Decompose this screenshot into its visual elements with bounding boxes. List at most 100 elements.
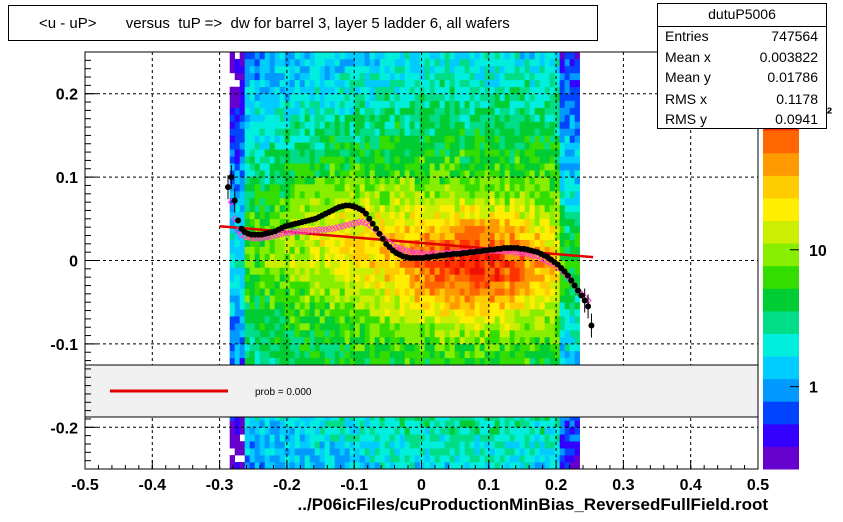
heatmap-cell — [374, 52, 380, 60]
heatmap-cell — [339, 441, 345, 449]
heatmap-cell — [369, 316, 375, 324]
heatmap-cell — [494, 79, 500, 88]
heatmap-cell — [294, 330, 300, 338]
heatmap-cell — [229, 323, 235, 331]
heatmap-cell — [454, 336, 460, 345]
heatmap-cell — [454, 441, 460, 449]
heatmap-cell — [394, 323, 400, 331]
heatmap-cell — [399, 191, 405, 199]
heatmap-cell — [319, 93, 325, 101]
heatmap-cell — [449, 288, 455, 296]
heatmap-cell — [234, 323, 240, 331]
heatmap-cell — [399, 156, 405, 164]
heatmap-cell — [364, 357, 370, 366]
heatmap-cell — [304, 420, 310, 428]
heatmap-cell — [389, 114, 395, 122]
heatmap-cell — [484, 142, 490, 150]
heatmap-cell — [534, 316, 540, 324]
heatmap-cell — [229, 253, 235, 261]
heatmap-cell — [379, 156, 385, 164]
heatmap-cell — [239, 441, 245, 449]
heatmap-cell — [329, 65, 335, 74]
heatmap-cell — [449, 448, 455, 456]
heatmap-cell — [289, 350, 295, 359]
heatmap-cell — [539, 65, 545, 74]
heatmap-cell — [454, 343, 460, 352]
heatmap-cell — [419, 246, 425, 254]
heatmap-cell — [519, 191, 525, 199]
heatmap-cell — [574, 350, 580, 359]
heatmap-cell — [404, 170, 410, 178]
heatmap-cell — [394, 232, 400, 240]
stats-row-rms-y: RMS y 0.0941 — [665, 111, 818, 131]
heatmap-cell — [439, 114, 445, 122]
heatmap-cell — [389, 302, 395, 310]
heatmap-cell — [359, 427, 365, 435]
stats-name: dutuP5006 — [708, 6, 776, 22]
heatmap-cell — [539, 309, 545, 317]
heatmap-cell — [574, 218, 580, 227]
heatmap-cell — [354, 357, 360, 366]
heatmap-cell — [364, 128, 370, 136]
heatmap-cell — [439, 107, 445, 115]
heatmap-cell — [359, 253, 365, 261]
heatmap-cell — [459, 121, 465, 129]
heatmap-cell — [369, 93, 375, 101]
heatmap-cell — [529, 149, 535, 157]
heatmap-cell — [539, 86, 545, 94]
heatmap-cell — [449, 441, 455, 449]
heatmap-cell — [539, 121, 545, 129]
heatmap-cell — [234, 58, 240, 67]
heatmap-cell — [569, 427, 575, 435]
heatmap-cell — [559, 52, 565, 60]
heatmap-cell — [344, 100, 350, 108]
heatmap-cell — [394, 52, 400, 60]
heatmap-cell — [339, 274, 345, 282]
heatmap-cell — [309, 79, 315, 88]
heatmap-cell — [294, 149, 300, 157]
heatmap-cell — [349, 239, 355, 247]
heatmap-cell — [244, 128, 250, 136]
heatmap-cell — [369, 302, 375, 310]
heatmap-cell — [339, 330, 345, 338]
heatmap-cell — [324, 58, 330, 67]
heatmap-cell — [414, 350, 420, 359]
heatmap-cell — [294, 156, 300, 164]
heatmap-cell — [274, 211, 280, 220]
heatmap-cell — [359, 72, 365, 81]
heatmap-cell — [524, 330, 530, 338]
heatmap-cell — [239, 448, 245, 456]
palette-swatch — [763, 288, 799, 312]
heatmap-cell — [534, 239, 540, 247]
heatmap-cell — [349, 163, 355, 171]
heatmap-cell — [549, 79, 555, 88]
heatmap-cell — [384, 135, 390, 143]
heatmap-cell — [399, 107, 405, 115]
heatmap-cell — [569, 267, 575, 275]
heatmap-cell — [514, 65, 520, 74]
heatmap-cell — [464, 79, 470, 88]
heatmap-cell — [369, 197, 375, 206]
heatmap-cell — [504, 323, 510, 331]
heatmap-cell — [304, 142, 310, 150]
heatmap-cell — [434, 343, 440, 352]
heatmap-cell — [359, 274, 365, 282]
heatmap-cell — [294, 448, 300, 456]
heatmap-cell — [479, 58, 485, 67]
heatmap-cell — [574, 462, 580, 470]
heatmap-cell — [314, 128, 320, 136]
heatmap-cell — [564, 100, 570, 108]
heatmap-cell — [339, 267, 345, 275]
heatmap-cell — [449, 295, 455, 303]
heatmap-cell — [319, 288, 325, 296]
heatmap-cell — [299, 330, 305, 338]
heatmap-cell — [254, 204, 260, 213]
heatmap-cell — [509, 86, 515, 94]
heatmap-cell — [389, 204, 395, 213]
heatmap-cell — [449, 65, 455, 74]
heatmap-cell — [474, 79, 480, 88]
heatmap-cell — [424, 142, 430, 150]
heatmap-cell — [234, 149, 240, 157]
heatmap-cell — [309, 309, 315, 317]
heatmap-cell — [519, 142, 525, 150]
